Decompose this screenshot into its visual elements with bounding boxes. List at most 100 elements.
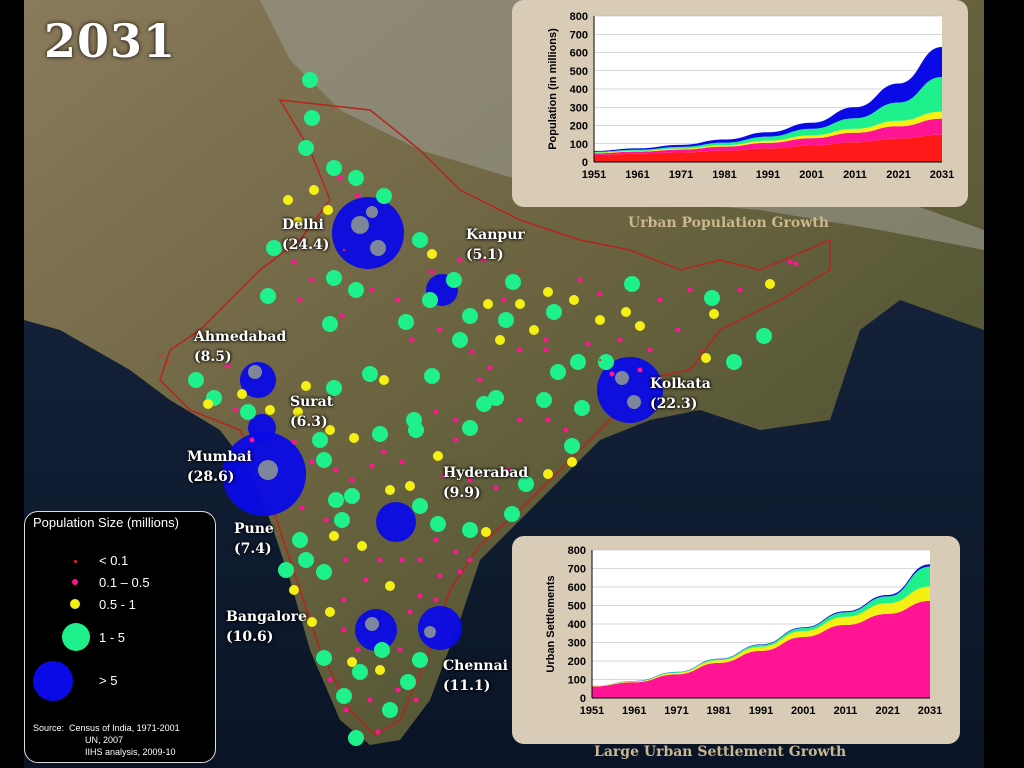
marker-0-1-to-0-5m <box>517 347 523 353</box>
marker-0-1-to-0-5m <box>363 577 369 583</box>
x-tick-label: 2021 <box>886 169 910 181</box>
urban-population-chart: 0 100 200 300 400 500 600 700 800 1951 1961 1971 198… <box>547 11 954 181</box>
marker-1-to-5m <box>476 396 492 412</box>
city-label-hyderabad: Hyderabad (9.9) <box>443 463 528 503</box>
marker-0-1-to-0-5m <box>417 557 423 563</box>
marker-0-1-to-0-5m <box>395 687 401 693</box>
metro-inner-marker <box>424 626 436 638</box>
marker-1-to-5m <box>546 304 562 320</box>
marker-0-1-to-0-5m <box>375 729 381 735</box>
y-tick-label: 800 <box>570 11 588 23</box>
marker-0-1-to-0-5m <box>341 627 347 633</box>
legend-swatch-1-to-5 <box>62 623 90 651</box>
legend-swatch-gt-5 <box>33 661 73 701</box>
x-tick-label: 2021 <box>876 705 900 717</box>
marker-0-1-to-0-5m <box>233 407 239 413</box>
marker-1-to-5m <box>374 642 390 658</box>
marker-lt-0-1m <box>518 268 522 272</box>
marker-0-5-to-1m <box>405 481 415 491</box>
marker-1-to-5m <box>536 392 552 408</box>
marker-0-1-to-0-5m <box>453 549 459 555</box>
marker-0-1-to-0-5m <box>609 371 615 377</box>
marker-0-5-to-1m <box>379 375 389 385</box>
marker-0-5-to-1m <box>323 205 333 215</box>
settlement-chart-panel: 0 100 200 300 400 500 600 700 800 1951 1961 1971 198… <box>512 536 960 744</box>
marker-0-5-to-1m <box>301 381 311 391</box>
marker-0-1-to-0-5m <box>787 259 793 265</box>
y-tick-label: 300 <box>570 102 588 114</box>
marker-0-1-to-0-5m <box>457 569 463 575</box>
marker-0-5-to-1m <box>357 541 367 551</box>
marker-0-1-to-0-5m <box>675 327 681 333</box>
series-area-1 <box>594 118 942 156</box>
x-tick-label: 1991 <box>756 169 780 181</box>
marker-lt-0-1m <box>698 348 702 352</box>
marker-1-to-5m <box>352 664 368 680</box>
marker-1-to-5m <box>326 160 342 176</box>
marker-1-to-5m <box>240 404 256 420</box>
marker-0-1-to-0-5m <box>437 327 443 333</box>
marker-0-1-to-0-5m <box>457 257 463 263</box>
city-label-bangalore: Bangalore (10.6) <box>226 607 307 647</box>
marker-0-5-to-1m <box>237 389 247 399</box>
marker-0-5-to-1m <box>529 325 539 335</box>
source-label: Source: <box>33 723 65 733</box>
city-label-kolkata: Kolkata (22.3) <box>650 374 711 414</box>
marker-0-5-to-1m <box>349 433 359 443</box>
marker-0-1-to-0-5m <box>429 269 435 275</box>
marker-1-to-5m <box>304 110 320 126</box>
marker-0-1-to-0-5m <box>433 537 439 543</box>
marker-1-to-5m <box>422 292 438 308</box>
marker-1-to-5m <box>756 328 772 344</box>
marker-1-to-5m <box>518 476 534 492</box>
marker-1-to-5m <box>452 332 468 348</box>
metro-inner-marker <box>351 216 369 234</box>
marker-1-to-5m <box>316 564 332 580</box>
marker-0-1-to-0-5m <box>333 467 339 473</box>
urban-population-chart-title: Urban Population Growth <box>628 215 829 231</box>
marker-0-5-to-1m <box>635 321 645 331</box>
marker-1-to-5m <box>498 312 514 328</box>
marker-0-5-to-1m <box>203 399 213 409</box>
marker-0-1-to-0-5m <box>577 277 583 283</box>
legend-swatch-0-5-to-1 <box>70 599 80 609</box>
source-line-1: Census of India, 1971-2001 <box>69 723 180 733</box>
marker-0-1-to-0-5m <box>585 341 591 347</box>
marker-0-5-to-1m <box>307 617 317 627</box>
marker-0-1-to-0-5m <box>343 707 349 713</box>
city-label-surat: Surat (6.3) <box>290 392 333 432</box>
marker-1-to-5m <box>430 516 446 532</box>
marker-0-1-to-0-5m <box>453 417 459 423</box>
x-tick-label: 2001 <box>799 169 823 181</box>
marker-0-5-to-1m <box>481 527 491 537</box>
metro-inner-marker <box>258 460 278 480</box>
x-tick-label: 2011 <box>843 169 867 181</box>
metro-marker-bangalore <box>355 609 397 651</box>
x-tick-label: 2031 <box>930 169 954 181</box>
marker-0-1-to-0-5m <box>369 463 375 469</box>
marker-0-1-to-0-5m <box>433 597 439 603</box>
city-label-kanpur: Kanpur (5.1) <box>466 225 525 265</box>
marker-0-1-to-0-5m <box>309 277 315 283</box>
marker-0-1-to-0-5m <box>637 367 643 373</box>
x-tick-label: 1971 <box>664 705 688 717</box>
legend-swatch-lt-0-1 <box>74 560 77 563</box>
india-border <box>159 99 831 736</box>
marker-0-1-to-0-5m <box>349 477 355 483</box>
marker-0-5-to-1m <box>709 309 719 319</box>
x-tick-label: 1951 <box>580 705 604 717</box>
settlement-chart-title: Large Urban Settlement Growth <box>594 744 847 760</box>
marker-1-to-5m <box>462 420 478 436</box>
x-tick-label: 2001 <box>791 705 815 717</box>
y-axis-label: Urban Settlements <box>545 575 557 672</box>
y-tick-label: 200 <box>570 121 588 133</box>
marker-0-5-to-1m <box>347 657 357 667</box>
marker-1-to-5m <box>334 512 350 528</box>
marker-0-5-to-1m <box>385 581 395 591</box>
marker-1-to-5m <box>704 290 720 306</box>
marker-0-1-to-0-5m <box>297 297 303 303</box>
urban-population-chart-panel: 0 100 200 300 400 500 600 700 800 1951 1961 1971 198… <box>512 0 968 207</box>
marker-0-1-to-0-5m <box>377 557 383 563</box>
city-label-delhi: Delhi (24.4) <box>282 215 329 255</box>
